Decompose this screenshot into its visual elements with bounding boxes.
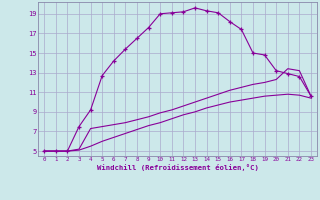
X-axis label: Windchill (Refroidissement éolien,°C): Windchill (Refroidissement éolien,°C) bbox=[97, 164, 259, 171]
